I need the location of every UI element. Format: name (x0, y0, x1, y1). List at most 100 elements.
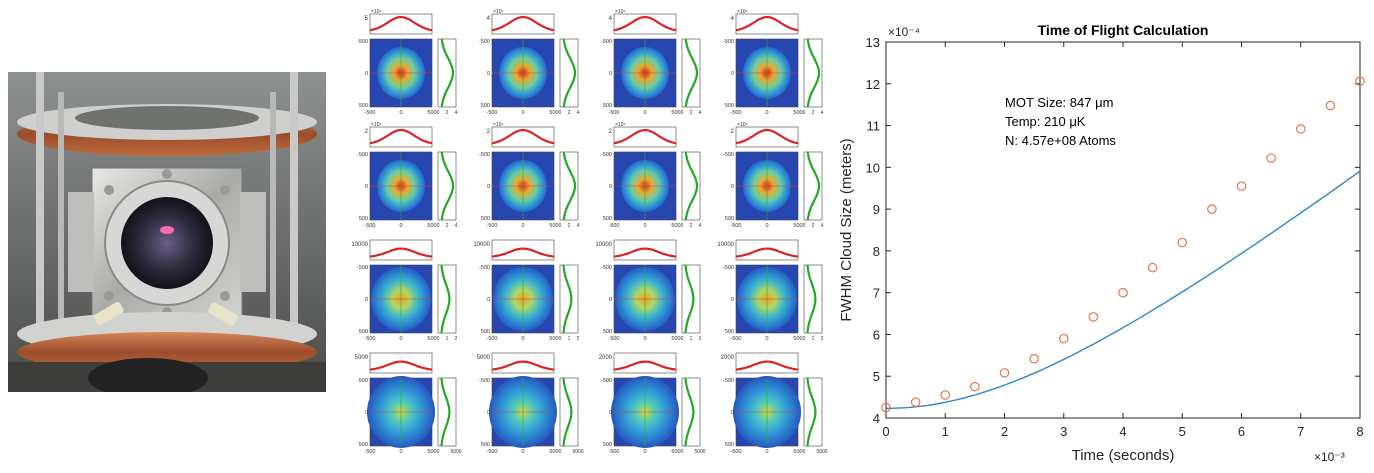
data-point (1177, 237, 1188, 248)
data-point (910, 397, 921, 407)
y-tick-label: 12 (866, 77, 880, 92)
y-profile-frame (681, 38, 701, 108)
y-profile-tick: 0 (681, 449, 684, 455)
x-profile-curve (491, 15, 555, 32)
data-point (1266, 153, 1276, 163)
y-tick-label: 9 (873, 202, 880, 217)
y-profile-tick: 0 (559, 336, 562, 342)
y-profile-tick: 0 (803, 449, 806, 455)
y-profile-curve (562, 377, 573, 447)
image-y-tick: -500 (357, 265, 368, 271)
x-profile-exponent: ×10⁴ (615, 122, 626, 128)
x-profile-label: 10000 (595, 242, 612, 248)
x-profile-frame (369, 126, 433, 148)
x-profile-exponent: ×10⁴ (493, 9, 504, 15)
y-profile-curve (684, 151, 699, 221)
image-y-tick: 500 (359, 216, 368, 222)
x-profile-frame (613, 352, 677, 374)
y-profile-frame (681, 151, 701, 221)
x-profile-frame (613, 126, 677, 148)
image-y-tick: -500 (357, 152, 368, 158)
x-profile-frame (491, 239, 555, 261)
x-profile-curve (613, 128, 677, 145)
y-profile-frame (803, 264, 823, 334)
image-y-tick: 500 (359, 442, 368, 448)
image-x-tick: -500 (730, 110, 741, 116)
x-profile-frame (491, 352, 555, 374)
x-profile-exponent: ×10⁴ (737, 122, 748, 128)
x-profile-label: 2 (365, 129, 369, 135)
image-x-tick: 500 (549, 223, 558, 229)
image-x-tick: 500 (793, 336, 802, 342)
data-points (881, 76, 1365, 413)
y-profile-tick: 2 (812, 223, 815, 229)
x-profile-curve (491, 360, 555, 371)
y-exponent: ×10⁻⁴ (888, 25, 920, 39)
image-y-tick: 0 (487, 71, 490, 77)
x-profile-exponent: ×10⁴ (493, 122, 504, 128)
image-x-tick: 0 (643, 336, 646, 342)
x-profile-frame (369, 239, 433, 261)
y-profile-frame (437, 38, 457, 108)
x-tick-label: 2 (1001, 424, 1008, 439)
y-axis-label: FWHM Cloud Size (meters) (838, 138, 855, 321)
y-profile-frame (803, 377, 823, 447)
y-profile-frame (559, 377, 579, 447)
y-profile-tick: 2 (812, 110, 815, 116)
data-point (1295, 124, 1306, 134)
data-point (1325, 100, 1336, 111)
x-tick-label: 1 (942, 424, 949, 439)
image-x-tick: 0 (399, 336, 402, 342)
y-tick-label: 7 (873, 286, 880, 301)
data-point (1118, 287, 1128, 298)
y-profile-tick: 0 (803, 336, 806, 342)
y-profile-tick: 4 (577, 223, 580, 229)
x-tick-label: 5 (1179, 424, 1186, 439)
image-x-tick: 0 (521, 449, 524, 455)
x-profile-curve (613, 15, 677, 32)
image-y-tick: 0 (487, 184, 490, 190)
y-tick-label: 11 (867, 119, 881, 134)
data-point (1058, 333, 1069, 344)
image-y-tick: 500 (481, 442, 490, 448)
image-y-tick: 0 (487, 297, 490, 303)
image-x-tick: 500 (427, 223, 436, 229)
x-tick-label: 4 (1119, 424, 1126, 439)
image-y-tick: 500 (725, 216, 734, 222)
y-profile-curve (562, 38, 577, 108)
image-y-tick: 500 (603, 442, 612, 448)
x-profile-label: 4 (487, 16, 491, 22)
annotation-mot-size: MOT Size: 847 μm (1005, 95, 1113, 110)
x-profile-curve (613, 247, 677, 258)
image-y-tick: 0 (365, 71, 368, 77)
y-profile-frame (559, 264, 579, 334)
y-profile-tick: 1 (568, 336, 571, 342)
image-x-tick: -500 (364, 449, 375, 455)
image-x-tick: 0 (399, 110, 402, 116)
y-profile-tick: 2 (690, 110, 693, 116)
image-x-tick: 0 (643, 449, 646, 455)
fit-line (885, 170, 1361, 410)
data-point (1236, 181, 1247, 191)
y-profile-tick: 1 (690, 336, 693, 342)
data-point (940, 390, 951, 400)
y-profile-curve (806, 38, 821, 108)
x-axis-label: Time (seconds) (1072, 447, 1175, 464)
image-y-tick: 0 (609, 71, 612, 77)
y-profile-tick: 2 (568, 110, 571, 116)
y-tick-label: 6 (873, 327, 880, 342)
y-profile-tick: 2 (577, 336, 580, 342)
y-tick-label: 4 (873, 411, 880, 426)
image-x-tick: -500 (486, 336, 497, 342)
image-x-tick: 500 (427, 110, 436, 116)
data-point (999, 368, 1010, 378)
y-profile-tick: 2 (446, 110, 449, 116)
